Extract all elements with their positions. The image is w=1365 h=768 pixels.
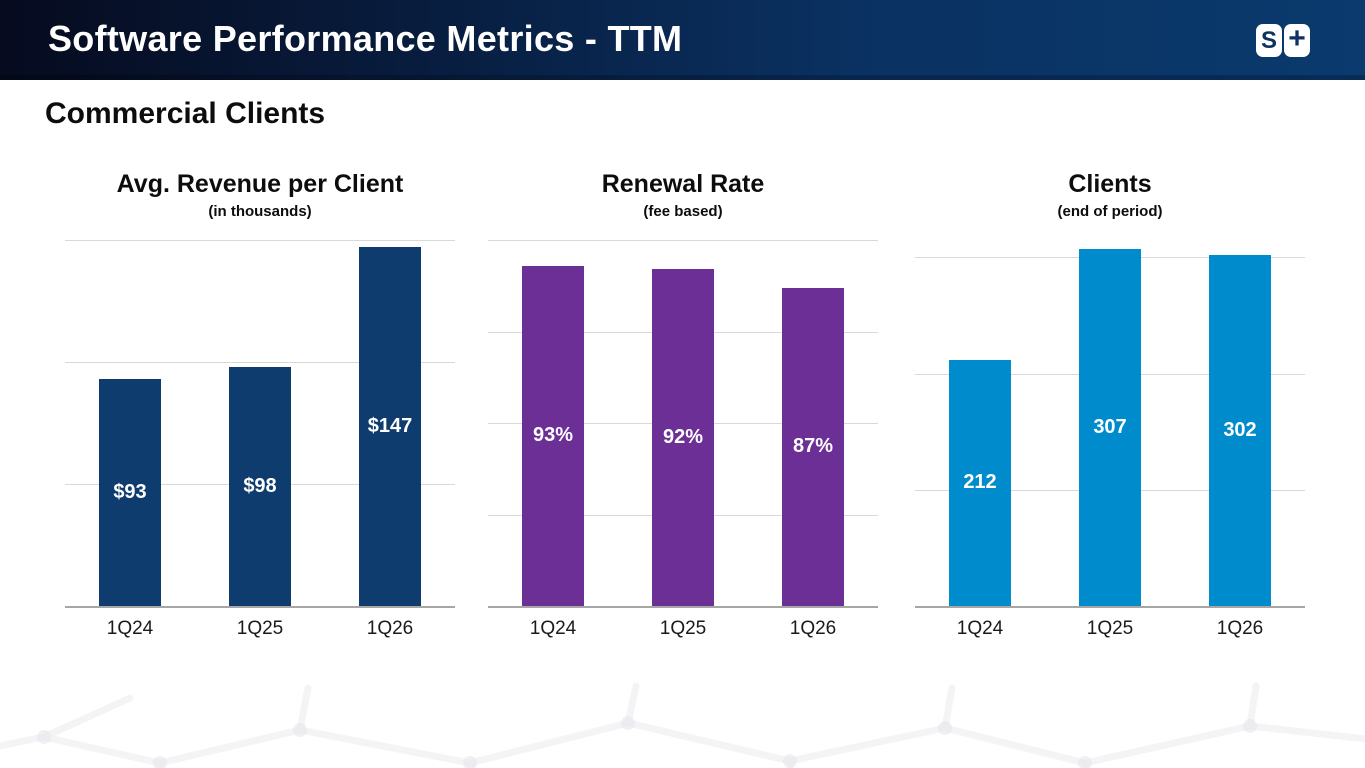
bar-value-label: 87% [792, 435, 834, 458]
bar-value-label: 92% [662, 426, 704, 449]
chart-title: Renewal Rate [601, 170, 765, 198]
gridline [65, 362, 455, 363]
chart-avg-revenue-per-client: Avg. Revenue per Client (in thousands) $… [65, 168, 455, 639]
x-axis-label: 1Q24 [106, 618, 154, 639]
x-axis-label: 1Q24 [529, 618, 577, 639]
x-axis: 1Q24 1Q25 1Q26 [65, 618, 455, 644]
x-axis-label: 1Q24 [956, 618, 1004, 639]
logo-s-letter: S [1260, 26, 1277, 54]
gridline [65, 240, 455, 241]
logo-plus-tile: + [1284, 24, 1310, 57]
chart-renewal-rate: Renewal Rate (fee based) 93% 92% 87% 1Q24 1… [488, 168, 878, 639]
x-axis-label: 1Q26 [789, 618, 837, 639]
chart-clients: Clients (end of period) 212 307 302 1Q24 1Q… [915, 168, 1305, 639]
bar-1Q25: 92% [652, 269, 714, 606]
logo-plus-glyph: + [1288, 22, 1306, 55]
bar-1Q26: $147 [359, 247, 421, 606]
bar-value-label: $147 [367, 415, 413, 438]
bar-1Q25: $98 [229, 366, 291, 606]
logo-s-tile: S [1256, 24, 1282, 57]
chart-subtitle: (end of period) [1057, 203, 1163, 220]
bar-1Q24: 212 [949, 359, 1011, 606]
bar-value-label: 212 [963, 471, 997, 494]
background-mesh-pattern [0, 682, 1365, 768]
bar-value-label: $93 [113, 481, 147, 504]
x-axis: 1Q24 1Q25 1Q26 [915, 618, 1305, 644]
bar-1Q24: $93 [99, 379, 161, 606]
bar-1Q25: 307 [1079, 249, 1141, 606]
x-axis-label: 1Q26 [366, 618, 414, 639]
slide-header: Software Performance Metrics - TTM S + [0, 0, 1365, 80]
x-axis-label: 1Q25 [659, 618, 707, 639]
x-axis: 1Q24 1Q25 1Q26 [488, 618, 878, 644]
gridline [488, 240, 878, 241]
x-axis-label: 1Q26 [1216, 618, 1264, 639]
x-axis-label: 1Q25 [1086, 618, 1134, 639]
slide-title: Software Performance Metrics - TTM [48, 18, 683, 60]
company-logo-icon: S + [1256, 24, 1310, 57]
plot-area: $93 $98 $147 [65, 240, 455, 608]
section-title: Commercial Clients [45, 97, 326, 130]
x-axis-label: 1Q25 [236, 618, 284, 639]
bar-1Q26: 302 [1209, 255, 1271, 606]
chart-title: Avg. Revenue per Client [116, 170, 404, 198]
plot-area: 212 307 302 [915, 240, 1305, 608]
plot-area: 93% 92% 87% [488, 240, 878, 608]
chart-subtitle: (fee based) [643, 203, 723, 220]
bar-value-label: 307 [1093, 416, 1127, 439]
bar-1Q24: 93% [522, 265, 584, 606]
bar-value-label: 93% [532, 424, 574, 447]
chart-title: Clients [1068, 170, 1152, 198]
chart-subtitle: (in thousands) [208, 203, 312, 220]
bar-value-label: 302 [1223, 419, 1257, 442]
bar-1Q26: 87% [782, 287, 844, 606]
bar-value-label: $98 [243, 474, 277, 497]
